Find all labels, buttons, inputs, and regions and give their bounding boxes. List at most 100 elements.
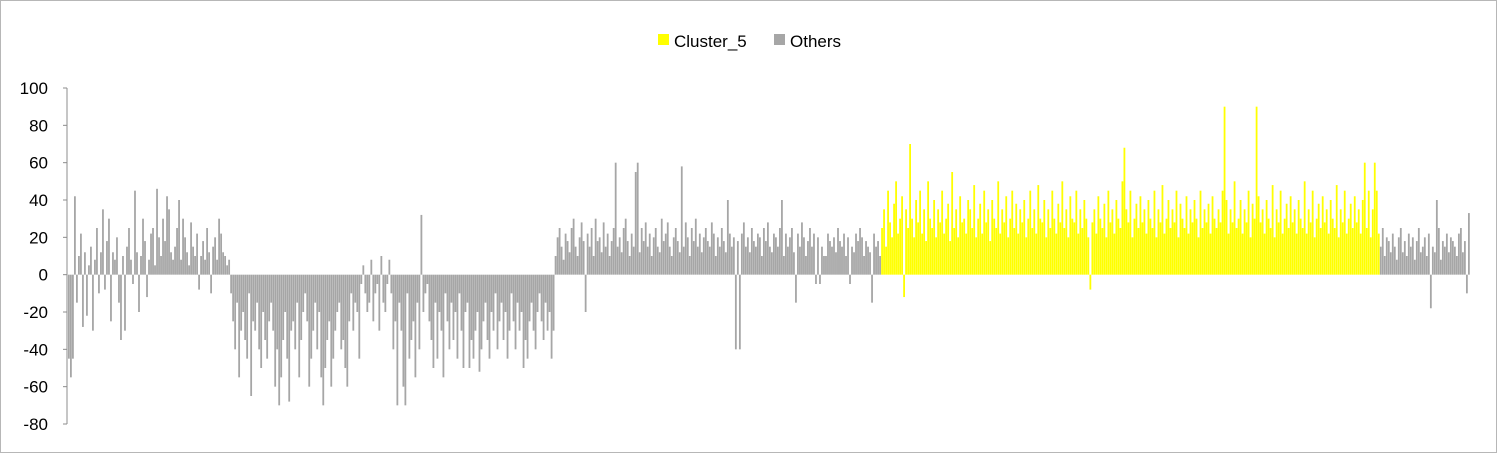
bar-cluster-5 xyxy=(1331,218,1334,275)
bar-others xyxy=(82,274,84,327)
bar-others xyxy=(192,246,194,275)
bar-others xyxy=(392,274,395,350)
bar-cluster-5 xyxy=(1007,237,1010,275)
bar-cluster-5 xyxy=(1167,200,1170,275)
bar-cluster-5 xyxy=(941,190,944,275)
bar-others xyxy=(470,274,473,340)
bars xyxy=(68,106,1470,406)
y-tick-label: 0 xyxy=(39,266,48,285)
bar-others xyxy=(218,218,221,275)
bar-cluster-5 xyxy=(1129,190,1132,275)
bar-cluster-5 xyxy=(1115,200,1118,275)
bar-cluster-5 xyxy=(1211,196,1214,275)
bar-others xyxy=(342,274,345,340)
bar-cluster-5 xyxy=(1325,209,1328,275)
y-tick-label: -80 xyxy=(23,415,48,434)
bar-others xyxy=(720,228,723,275)
bar-cluster-5 xyxy=(1273,237,1276,275)
bar-others xyxy=(388,259,391,275)
bar-cluster-5 xyxy=(1335,185,1338,275)
bar-cluster-5 xyxy=(885,246,887,275)
bar-others xyxy=(634,172,637,275)
bar-cluster-5 xyxy=(1123,147,1126,275)
bar-others xyxy=(188,265,190,275)
bar-others xyxy=(364,274,367,294)
bar-others xyxy=(1468,213,1470,275)
bar-others xyxy=(664,233,667,275)
bar-others xyxy=(224,256,227,275)
bar-cluster-5 xyxy=(1205,222,1208,275)
bar-others xyxy=(420,214,423,275)
bar-others xyxy=(652,237,655,275)
bar-others xyxy=(614,162,617,275)
bar-cluster-5 xyxy=(1029,190,1032,275)
bar-cluster-5 xyxy=(1131,237,1134,275)
bar-others xyxy=(416,274,419,303)
bar-others xyxy=(472,274,475,359)
bar-others xyxy=(568,252,571,275)
bar-others xyxy=(122,256,124,275)
bar-cluster-5 xyxy=(1073,222,1076,275)
bar-others xyxy=(272,274,275,331)
bar-others xyxy=(124,274,126,331)
bar-others xyxy=(1457,233,1460,275)
bar-others xyxy=(835,252,837,275)
bar-others xyxy=(260,274,263,368)
bar-others xyxy=(146,274,148,298)
bar-others xyxy=(797,233,799,275)
bar-others xyxy=(815,274,817,284)
bar-others xyxy=(648,233,651,275)
bar-cluster-5 xyxy=(1017,233,1020,275)
bar-cluster-5 xyxy=(1327,233,1330,275)
bar-others xyxy=(430,274,433,340)
bar-cluster-5 xyxy=(1153,190,1156,275)
bar-cluster-5 xyxy=(1049,228,1052,275)
bar-others xyxy=(722,241,725,275)
bar-cluster-5 xyxy=(1075,190,1078,275)
bar-cluster-5 xyxy=(1095,233,1098,275)
bar-cluster-5 xyxy=(1261,209,1264,275)
bar-cluster-5 xyxy=(1337,237,1340,275)
bar-others xyxy=(506,274,509,359)
bar-others xyxy=(662,241,665,275)
bar-others xyxy=(698,233,701,275)
bar-cluster-5 xyxy=(1287,228,1290,275)
bar-others xyxy=(813,233,815,275)
bar-cluster-5 xyxy=(1349,203,1352,275)
bar-others xyxy=(762,228,765,275)
bar-others xyxy=(88,265,90,275)
bar-others xyxy=(781,200,783,275)
bar-others xyxy=(250,274,253,396)
bar-cluster-5 xyxy=(907,228,909,275)
bar-cluster-5 xyxy=(1125,209,1128,275)
bar-cluster-5 xyxy=(1307,209,1310,275)
bar-cluster-5 xyxy=(881,228,883,275)
bar-others xyxy=(1385,237,1388,275)
bar-others xyxy=(162,218,164,275)
bar-others xyxy=(783,256,785,275)
bar-others xyxy=(556,237,559,275)
bar-cluster-5 xyxy=(931,228,934,275)
bar-cluster-5 xyxy=(1341,222,1344,275)
bar-others xyxy=(412,274,415,322)
bar-others xyxy=(80,233,82,275)
bar-others xyxy=(350,274,353,294)
bar-others xyxy=(847,237,849,275)
bar-cluster-5 xyxy=(1241,233,1244,275)
bar-cluster-5 xyxy=(1157,209,1160,275)
bar-others xyxy=(875,246,877,275)
bar-others xyxy=(368,274,371,303)
bar-others xyxy=(468,274,471,368)
bar-others xyxy=(588,246,591,275)
bar-others xyxy=(789,237,791,275)
bar-others xyxy=(96,228,98,275)
bar-others xyxy=(476,274,479,312)
bar-cluster-5 xyxy=(1093,209,1096,275)
bar-others xyxy=(200,256,202,275)
bar-cluster-5 xyxy=(1143,209,1146,275)
bar-cluster-5 xyxy=(1057,203,1060,275)
bar-others xyxy=(456,274,459,359)
bar-others xyxy=(843,233,845,275)
bar-cluster-5 xyxy=(1069,196,1072,275)
bar-others xyxy=(156,188,158,275)
